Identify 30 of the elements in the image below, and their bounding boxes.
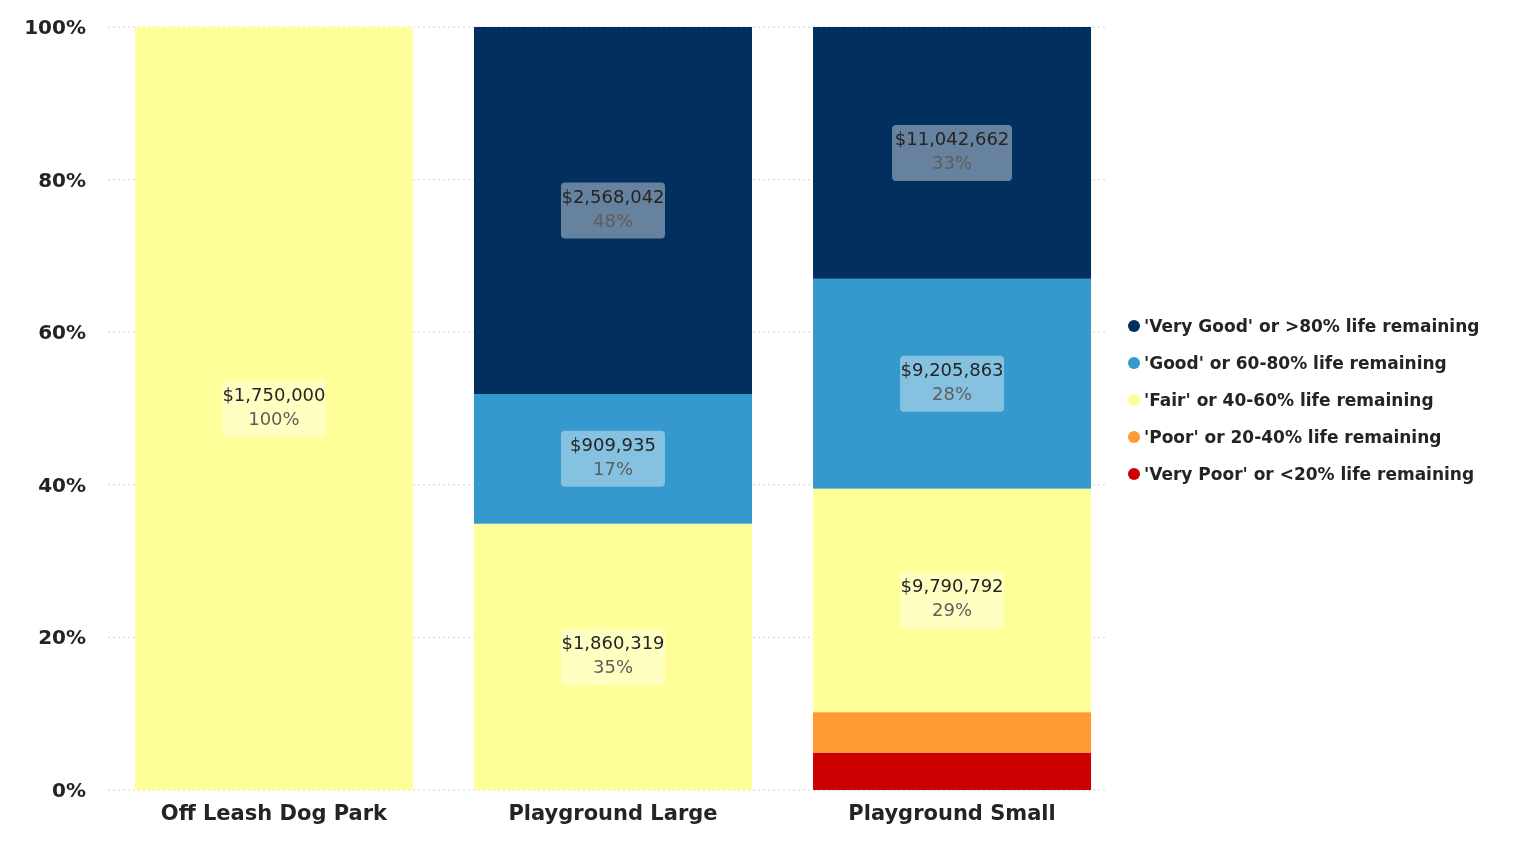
data-label: $1,860,319 35%	[561, 631, 665, 677]
bar	[473, 523, 753, 790]
legend-label: 'Very Good' or >80% life remaining	[1144, 315, 1480, 336]
bar	[813, 278, 1092, 489]
bar	[813, 27, 1092, 279]
bar	[813, 752, 1092, 790]
data-label: $1,750,000 100%	[222, 383, 326, 429]
x-tick-label: Off Leash Dog Park	[160, 801, 389, 825]
data-label: $11,042,662 33%	[894, 127, 1010, 173]
x-tick-label: Playground Large	[508, 801, 718, 825]
y-tick-label: 0%	[52, 778, 86, 802]
bar	[134, 27, 413, 790]
legend-label: 'Poor' or 20-40% life remaining	[1144, 426, 1442, 447]
data-label: $9,790,792 29%	[900, 575, 1004, 621]
bar	[813, 488, 1092, 713]
legend-label: 'Very Poor' or <20% life remaining	[1144, 463, 1475, 484]
y-tick-label: 60%	[38, 320, 86, 345]
x-tick-label: Playground Small	[848, 801, 1056, 825]
data-label: $2,568,042 48%	[561, 185, 665, 231]
y-tick-label: 80%	[38, 167, 86, 192]
y-tick-label: 40%	[38, 472, 86, 497]
data-label: $909,935 17%	[570, 433, 656, 479]
legend-label: 'Fair' or 40-60% life remaining	[1144, 389, 1434, 410]
y-tick-label: 100%	[24, 15, 86, 39]
legend-label: 'Good' or 60-80% life remaining	[1144, 352, 1447, 373]
y-tick-label: 20%	[38, 625, 86, 650]
bar	[473, 394, 753, 524]
bar	[813, 712, 1092, 753]
data-label: $9,205,863 28%	[900, 358, 1004, 404]
bar	[473, 27, 753, 394]
